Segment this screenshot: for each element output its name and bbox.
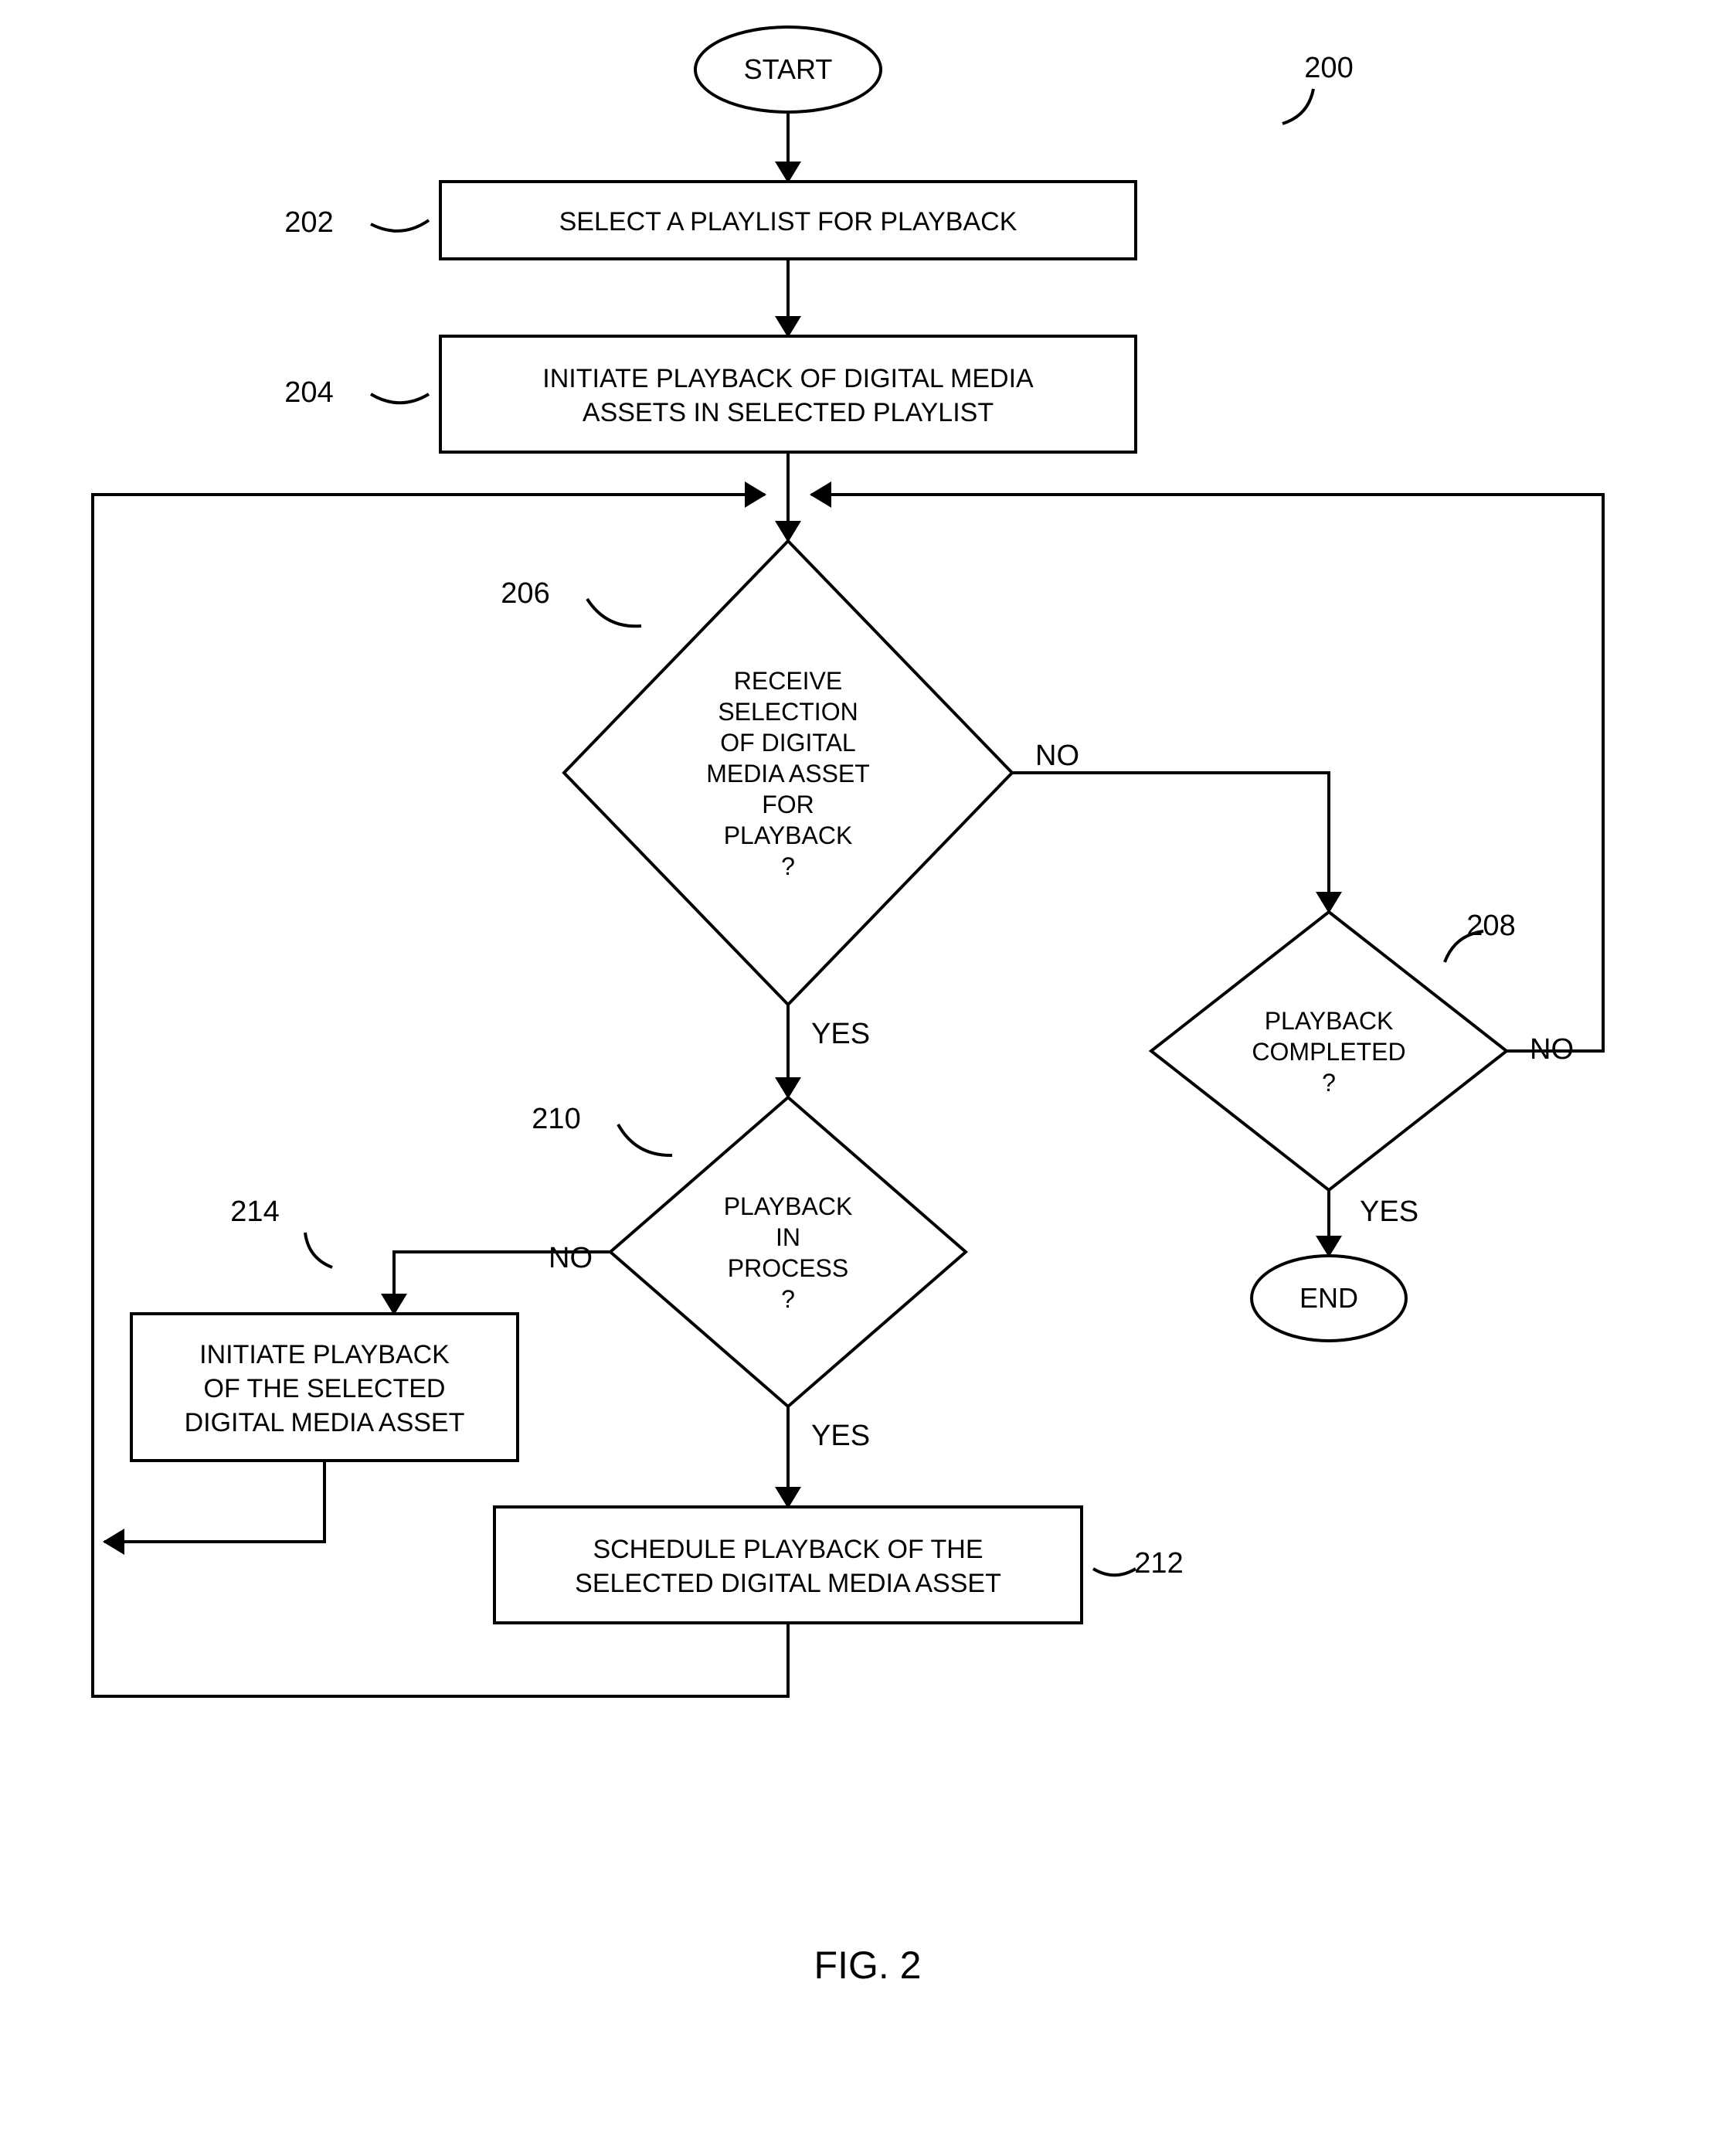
ref-206: 206 xyxy=(501,577,549,610)
node-n208: PLAYBACKCOMPLETED? xyxy=(1151,912,1507,1190)
node-n202: SELECT A PLAYLIST FOR PLAYBACK xyxy=(440,182,1136,259)
svg-text:RECEIVESELECTIONOF DIGITALMEDI: RECEIVESELECTIONOF DIGITALMEDIA ASSETFOR… xyxy=(706,667,870,880)
ref-214: 214 xyxy=(230,1196,279,1228)
edge-11 xyxy=(104,1461,324,1542)
svg-text:END: END xyxy=(1299,1282,1358,1314)
node-n212: SCHEDULE PLAYBACK OF THESELECTED DIGITAL… xyxy=(494,1507,1082,1623)
svg-text:SELECT A PLAYLIST FOR PLAYBACK: SELECT A PLAYLIST FOR PLAYBACK xyxy=(559,207,1017,236)
edge-label: YES xyxy=(811,1018,870,1050)
node-n210: PLAYBACKINPROCESS? xyxy=(610,1097,966,1406)
ref-204: 204 xyxy=(284,376,333,409)
edge-label: NO xyxy=(1530,1033,1574,1066)
edge-label: NO xyxy=(549,1242,593,1274)
ref-210: 210 xyxy=(532,1103,580,1135)
ref-208: 208 xyxy=(1466,910,1515,942)
edge-label: YES xyxy=(1360,1196,1418,1228)
node-n214: INITIATE PLAYBACKOF THE SELECTEDDIGITAL … xyxy=(131,1314,518,1461)
edge-5 xyxy=(1012,773,1329,912)
figure-label: FIG. 2 xyxy=(814,1944,922,1987)
ref-200: 200 xyxy=(1304,52,1353,84)
edge-label: NO xyxy=(1035,740,1079,772)
edge-label: YES xyxy=(811,1420,870,1452)
node-end: END xyxy=(1252,1256,1406,1341)
ref-212: 212 xyxy=(1134,1547,1183,1580)
svg-text:START: START xyxy=(744,53,833,85)
node-start: START xyxy=(695,27,881,112)
flowchart: START SELECT A PLAYLIST FOR PLAYBACK INITI… xyxy=(0,0,1736,2136)
ref-202: 202 xyxy=(284,206,333,239)
node-n204: INITIATE PLAYBACK OF DIGITAL MEDIAASSETS… xyxy=(440,336,1136,452)
svg-text:INITIATE PLAYBACKOF THE SELECT: INITIATE PLAYBACKOF THE SELECTEDDIGITAL … xyxy=(185,1340,465,1437)
node-n206: RECEIVESELECTIONOF DIGITALMEDIA ASSETFOR… xyxy=(564,541,1012,1005)
